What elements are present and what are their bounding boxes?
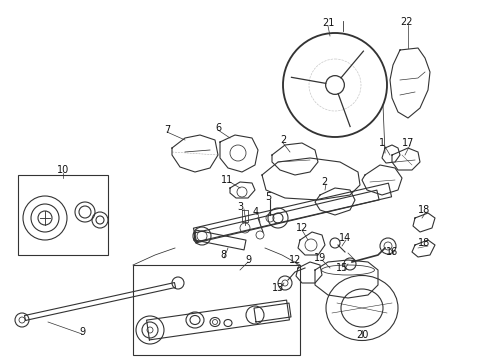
Text: 15: 15 [336,263,348,273]
Text: 1: 1 [379,138,385,148]
Text: 7: 7 [164,125,170,135]
Text: 9: 9 [245,255,251,265]
Bar [18,175,108,255]
Text: 18: 18 [418,205,430,215]
Text: 4: 4 [253,207,259,217]
Text: 5: 5 [265,192,271,202]
Text: 16: 16 [386,247,398,257]
Text: 12: 12 [289,255,301,265]
Text: 10: 10 [57,165,69,175]
Text: 14: 14 [339,233,351,243]
Text: 6: 6 [215,123,221,133]
Text: 3: 3 [237,202,243,212]
Text: 13: 13 [272,283,284,293]
Text: 8: 8 [220,250,226,260]
Text: 2: 2 [280,135,286,145]
Text: 12: 12 [296,223,308,233]
Text: 20: 20 [356,330,368,340]
Text: 9: 9 [79,327,85,337]
Text: 22: 22 [400,17,412,27]
Text: 17: 17 [402,138,414,148]
Text: 11: 11 [221,175,233,185]
Text: 2: 2 [321,177,327,187]
Text: 18: 18 [418,238,430,248]
Bar [133,265,300,355]
Text: 21: 21 [322,18,334,28]
Text: 19: 19 [314,253,326,263]
